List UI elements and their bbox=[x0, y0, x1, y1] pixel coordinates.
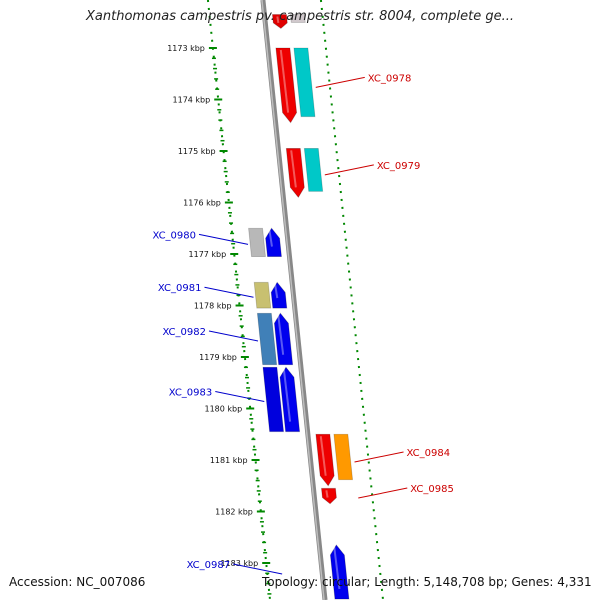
ruler-tick-label: 1181 kbp bbox=[210, 456, 248, 465]
feature-block bbox=[333, 433, 354, 481]
ruler-tick-label: 1183 kbp bbox=[220, 559, 258, 568]
map-title: Xanthomonas campestris pv. campestris st… bbox=[86, 9, 514, 24]
feature-block bbox=[289, 14, 306, 23]
gene-arrow-shine bbox=[279, 49, 290, 113]
ruler-tick-label: 1182 kbp bbox=[215, 508, 253, 517]
gene-label-leader bbox=[358, 487, 408, 499]
ruler-tick-label: 1180 kbp bbox=[205, 405, 243, 414]
gene-arrow-shine bbox=[268, 230, 273, 247]
gene-arrow-shine bbox=[277, 315, 285, 355]
gene-arrow bbox=[321, 487, 337, 505]
gene-arrow-shine bbox=[333, 546, 341, 590]
gene-arrow-shine bbox=[276, 16, 280, 24]
gene-arrow bbox=[271, 14, 288, 29]
gene-arrow-shine bbox=[274, 284, 279, 299]
gene-arrow bbox=[279, 366, 301, 433]
gene-label[interactable]: XC_0979 bbox=[377, 161, 421, 172]
gene-label-leader bbox=[324, 164, 374, 176]
feature-block bbox=[303, 148, 324, 192]
gene-arrow bbox=[275, 47, 298, 124]
gene-arrow bbox=[285, 148, 305, 199]
feature-block bbox=[293, 47, 316, 118]
ruler-tick-label: 1176 kbp bbox=[183, 199, 221, 208]
gene-label[interactable]: XC_0981 bbox=[158, 283, 202, 294]
gene-arrow bbox=[273, 312, 294, 366]
accession-text: Accession: NC_007086 bbox=[9, 575, 146, 589]
feature-block bbox=[248, 227, 266, 257]
gene-label-leader bbox=[233, 563, 283, 575]
gene-label-leader bbox=[215, 390, 265, 402]
gene-label-leader bbox=[315, 76, 365, 88]
gene-label-leader bbox=[354, 451, 404, 463]
gene-label[interactable]: XC_0982 bbox=[162, 327, 206, 338]
gene-label[interactable]: XC_0978 bbox=[368, 73, 412, 84]
gene-label-leader bbox=[204, 286, 254, 298]
gene-arrow bbox=[270, 281, 288, 309]
feature-block bbox=[256, 312, 278, 366]
summary-text: Topology: circular; Length: 5,148,708 bp… bbox=[262, 575, 592, 589]
outer-guide-right bbox=[319, 0, 385, 600]
ruler-tick-label: 1178 kbp bbox=[194, 302, 232, 311]
ruler-tick-label: 1175 kbp bbox=[178, 147, 216, 156]
ruler-tick-label: 1177 kbp bbox=[189, 250, 227, 259]
ruler-tick-label: 1174 kbp bbox=[173, 96, 211, 105]
backbone-highlight bbox=[261, 0, 325, 600]
genome-backbone bbox=[260, 0, 328, 600]
gene-label-leader bbox=[198, 233, 249, 245]
gene-label[interactable]: XC_0983 bbox=[169, 387, 213, 398]
gene-label[interactable]: XC_0980 bbox=[152, 230, 196, 241]
feature-block bbox=[262, 366, 285, 433]
gene-arrow-shine bbox=[290, 150, 297, 188]
feature-block bbox=[253, 281, 272, 309]
ruler-tick-label: 1173 kbp bbox=[167, 44, 205, 53]
gene-label-leader bbox=[208, 330, 259, 342]
gene-arrow bbox=[315, 433, 335, 487]
gene-arrow bbox=[329, 544, 350, 600]
gene-label[interactable]: XC_0984 bbox=[407, 448, 451, 459]
gene-arrow-shine bbox=[325, 490, 329, 498]
ruler-tick-label: 1179 kbp bbox=[199, 353, 237, 362]
gene-label[interactable]: XC_0987 bbox=[187, 560, 231, 571]
gene-arrow-shine bbox=[319, 436, 327, 476]
gene-arrow bbox=[265, 227, 282, 257]
gene-arrow-shine bbox=[282, 369, 292, 422]
gene-label[interactable]: XC_0985 bbox=[410, 484, 454, 495]
